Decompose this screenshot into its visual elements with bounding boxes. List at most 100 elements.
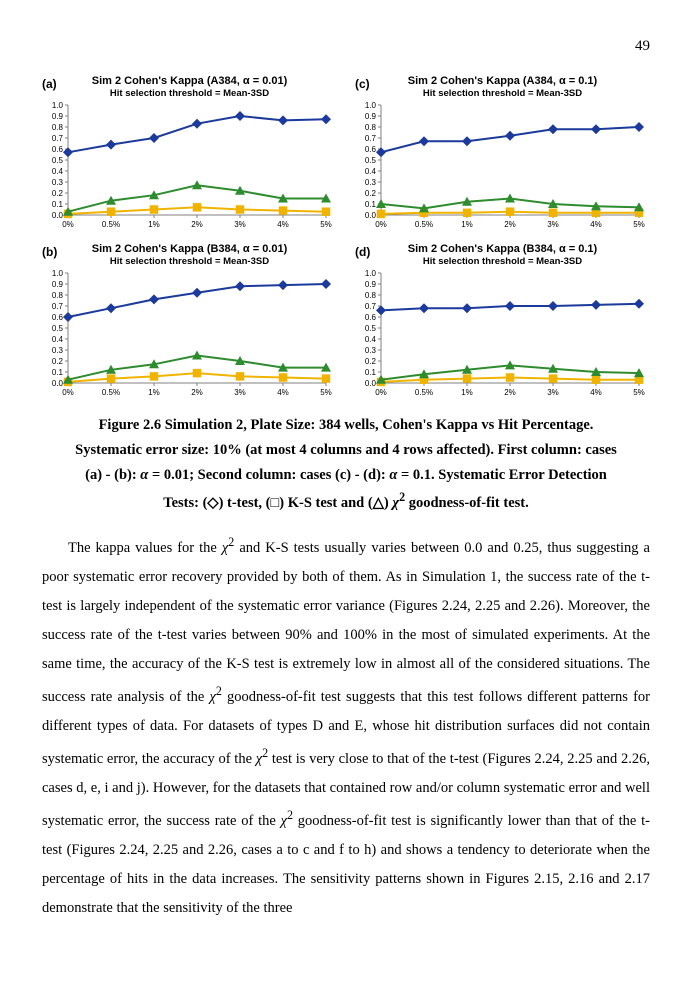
svg-text:0.9: 0.9 xyxy=(52,280,64,289)
svg-text:5%: 5% xyxy=(320,388,332,397)
svg-text:0.8: 0.8 xyxy=(52,291,64,300)
svg-text:0.5: 0.5 xyxy=(365,324,377,333)
svg-text:0.8: 0.8 xyxy=(52,123,64,132)
svg-text:0.0: 0.0 xyxy=(52,379,64,388)
chart-d: 0.00.10.20.30.40.50.60.70.80.91.00%0.5%1… xyxy=(355,269,645,399)
svg-text:0.4: 0.4 xyxy=(365,335,377,344)
svg-text:0%: 0% xyxy=(375,388,387,397)
svg-text:0.5: 0.5 xyxy=(365,156,377,165)
panel-c: (c) Sim 2 Cohen's Kappa (A384, α = 0.1) … xyxy=(355,75,650,231)
svg-text:3%: 3% xyxy=(234,220,246,229)
svg-text:0.3: 0.3 xyxy=(365,346,377,355)
svg-text:0.1: 0.1 xyxy=(52,200,64,209)
panel-c-label: (c) xyxy=(355,77,370,91)
svg-text:4%: 4% xyxy=(277,220,289,229)
svg-text:0.9: 0.9 xyxy=(52,112,64,121)
svg-text:1.0: 1.0 xyxy=(365,269,377,278)
svg-text:0.6: 0.6 xyxy=(365,145,377,154)
svg-text:0.4: 0.4 xyxy=(52,167,64,176)
caption-l3c: = 0.01; Second column: cases (c) - (d): xyxy=(148,467,389,483)
panel-a-title: Sim 2 Cohen's Kappa (A384, α = 0.01) xyxy=(42,75,337,88)
svg-text:3%: 3% xyxy=(234,388,246,397)
figure-caption: Figure 2.6 Simulation 2, Plate Size: 384… xyxy=(42,413,650,515)
svg-text:0.9: 0.9 xyxy=(365,112,377,121)
panel-a: (a) Sim 2 Cohen's Kappa (A384, α = 0.01)… xyxy=(42,75,337,231)
svg-text:0.1: 0.1 xyxy=(52,368,64,377)
chart-b: 0.0 0.1 0.2 0.3 0.4 0.5 0.6 0.7 0.8 0.9 1.0 0% 0.5% 1… xyxy=(42,269,332,399)
svg-text:0.7: 0.7 xyxy=(365,134,377,143)
page-number: 49 xyxy=(42,38,650,55)
panel-b: (b) Sim 2 Cohen's Kappa (B384, α = 0.01)… xyxy=(42,243,337,399)
svg-text:0.8: 0.8 xyxy=(365,291,377,300)
panel-c-title: Sim 2 Cohen's Kappa (A384, α = 0.1) xyxy=(355,75,650,88)
svg-text:4%: 4% xyxy=(590,388,602,397)
svg-text:1%: 1% xyxy=(148,388,160,397)
panel-a-label: (a) xyxy=(42,77,57,91)
svg-text:0.3: 0.3 xyxy=(365,178,377,187)
svg-text:2%: 2% xyxy=(504,388,516,397)
svg-text:1%: 1% xyxy=(148,220,160,229)
body-d: and K-S tests usually varies between 0.0… xyxy=(42,540,650,705)
svg-text:2%: 2% xyxy=(504,220,516,229)
svg-text:0.5: 0.5 xyxy=(52,156,64,165)
svg-text:0.8: 0.8 xyxy=(365,123,377,132)
svg-text:0.4: 0.4 xyxy=(365,167,377,176)
svg-text:1.0: 1.0 xyxy=(365,101,377,110)
svg-text:0.7: 0.7 xyxy=(365,302,377,311)
svg-text:0.5%: 0.5% xyxy=(415,388,433,397)
svg-text:3%: 3% xyxy=(547,220,559,229)
svg-text:0.4: 0.4 xyxy=(52,335,64,344)
svg-text:0.6: 0.6 xyxy=(52,313,64,322)
chart-grid: (a) Sim 2 Cohen's Kappa (A384, α = 0.01)… xyxy=(42,75,650,399)
svg-text:0.6: 0.6 xyxy=(52,145,64,154)
svg-text:0.1: 0.1 xyxy=(365,368,377,377)
svg-text:1.0: 1.0 xyxy=(52,269,64,278)
svg-text:0.3: 0.3 xyxy=(52,346,64,355)
svg-text:0%: 0% xyxy=(62,220,74,229)
svg-text:0.7: 0.7 xyxy=(52,302,64,311)
svg-text:5%: 5% xyxy=(320,220,332,229)
panel-d: (d) Sim 2 Cohen's Kappa (B384, α = 0.1) … xyxy=(355,243,650,399)
svg-text:0.3: 0.3 xyxy=(52,178,64,187)
chart-c: 0.0 0.1 0.2 0.3 0.4 0.5 0.6 0.7 0.8 0.9 1.0 0% 0.5% 1… xyxy=(355,101,645,231)
body-paragraph: The kappa values for the χ2 and K-S test… xyxy=(42,530,650,922)
svg-text:5%: 5% xyxy=(633,388,645,397)
svg-text:0.6: 0.6 xyxy=(365,313,377,322)
svg-text:0%: 0% xyxy=(62,388,74,397)
svg-text:0.0: 0.0 xyxy=(365,379,377,388)
svg-text:3%: 3% xyxy=(547,388,559,397)
svg-text:0.5%: 0.5% xyxy=(415,220,433,229)
svg-text:0.9: 0.9 xyxy=(365,280,377,289)
panel-d-title: Sim 2 Cohen's Kappa (B384, α = 0.1) xyxy=(355,243,650,256)
panel-d-label: (d) xyxy=(355,245,370,259)
svg-text:0.7: 0.7 xyxy=(52,134,64,143)
caption-l3a: (a) - (b): xyxy=(85,467,140,483)
svg-text:2%: 2% xyxy=(191,388,203,397)
svg-text:1%: 1% xyxy=(461,220,473,229)
panel-b-label: (b) xyxy=(42,245,57,259)
caption-l4d: goodness-of-fit test. xyxy=(405,495,529,511)
caption-l3e: = 0.1. Systematic Error Detection xyxy=(397,467,606,483)
svg-text:0.2: 0.2 xyxy=(365,357,377,366)
panel-b-title: Sim 2 Cohen's Kappa (B384, α = 0.01) xyxy=(42,243,337,256)
svg-text:0.1: 0.1 xyxy=(365,200,377,209)
svg-text:0.0: 0.0 xyxy=(365,211,377,220)
svg-text:5%: 5% xyxy=(633,220,645,229)
svg-text:4%: 4% xyxy=(590,220,602,229)
caption-l4a: Tests: (◇) t-test, (□) K-S test and (△) xyxy=(163,495,392,511)
chart-a: 0.0 0.1 0.2 0.3 0.4 0.5 0.6 0.7 0.8 0.9 1.0 0% 0.5% 1… xyxy=(42,101,332,231)
svg-text:0.2: 0.2 xyxy=(52,357,64,366)
svg-text:2%: 2% xyxy=(191,220,203,229)
panel-d-subtitle: Hit selection threshold = Mean-3SD xyxy=(355,256,650,267)
svg-text:0.5: 0.5 xyxy=(52,324,64,333)
svg-text:0.5%: 0.5% xyxy=(102,220,120,229)
panel-c-subtitle: Hit selection threshold = Mean-3SD xyxy=(355,88,650,99)
svg-text:0.2: 0.2 xyxy=(52,189,64,198)
body-a: The kappa values for the xyxy=(68,540,222,556)
svg-text:0.0: 0.0 xyxy=(52,211,64,220)
caption-l2: Systematic error size: 10% (at most 4 co… xyxy=(75,442,617,458)
svg-text:0.2: 0.2 xyxy=(365,189,377,198)
svg-text:1.0: 1.0 xyxy=(52,101,64,110)
svg-text:0.5%: 0.5% xyxy=(102,388,120,397)
svg-text:0%: 0% xyxy=(375,220,387,229)
